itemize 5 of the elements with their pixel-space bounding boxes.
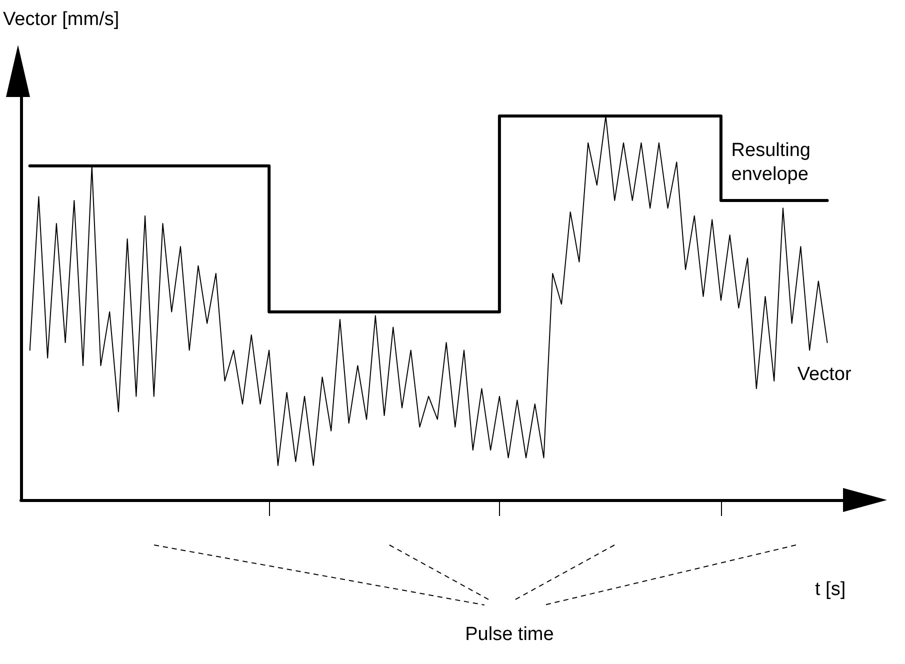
text: Pulse time — [465, 624, 554, 645]
series-label: Vector — [797, 364, 852, 386]
series-label: Resulting envelope — [731, 140, 816, 185]
x-axis-title: t [s] — [815, 579, 846, 600]
y-axis-title: Vector [mm/s] — [3, 9, 120, 30]
